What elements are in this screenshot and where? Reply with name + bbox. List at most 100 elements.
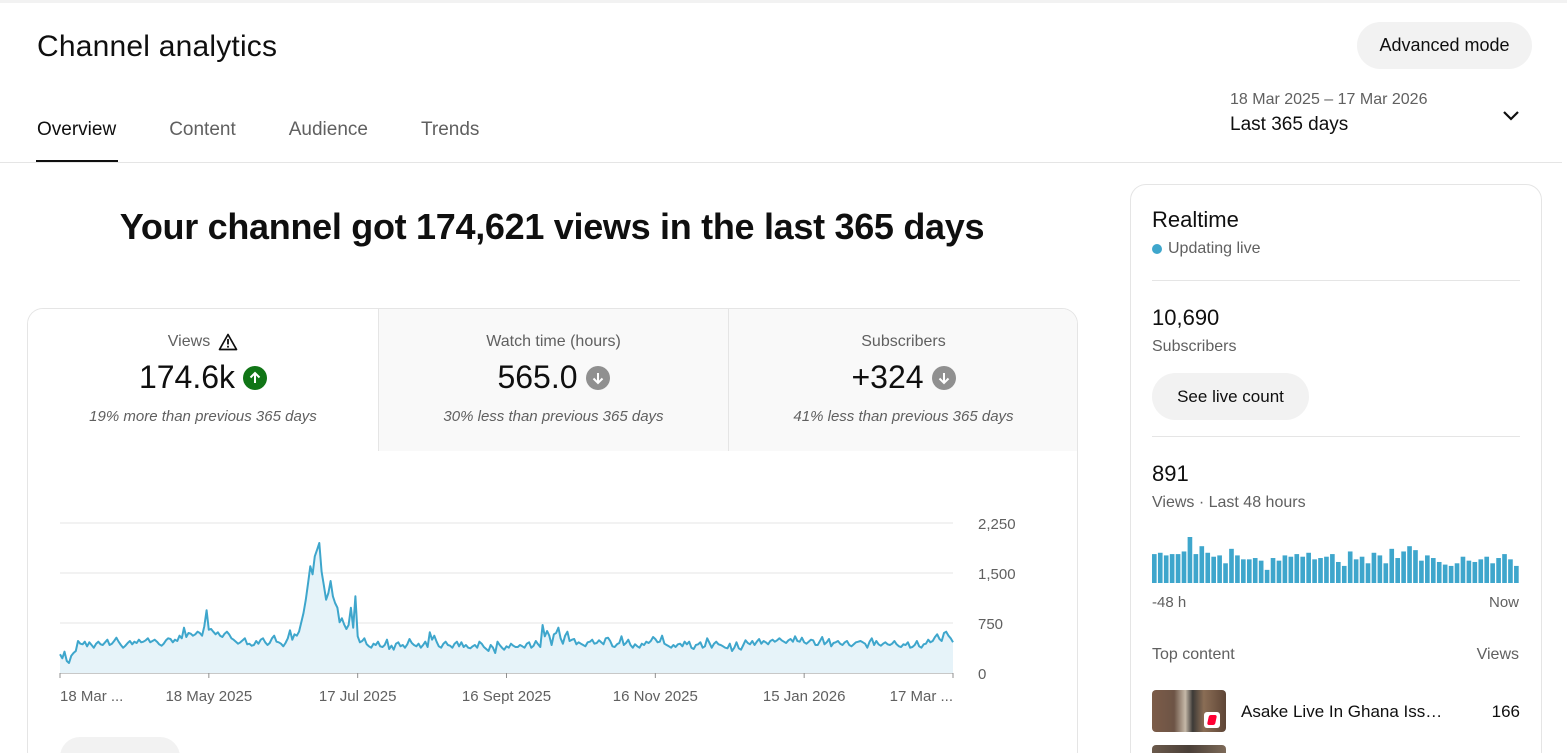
x-tick-label: 16 Nov 2025 [613, 688, 698, 705]
realtime-bar [1264, 569, 1270, 583]
realtime-bar [1187, 537, 1193, 583]
live-dot-icon [1152, 244, 1162, 254]
realtime-bar [1365, 563, 1371, 583]
top-content-heading: Top content [1152, 646, 1235, 663]
realtime-bar [1169, 554, 1175, 583]
top-content-row[interactable]: Asake Live In Ghana Issa Goal | Asake Co… [1152, 690, 1520, 734]
tab-overview[interactable]: Overview [35, 108, 119, 162]
realtime-bar [1401, 551, 1406, 583]
realtime-bar [1395, 558, 1400, 583]
realtime-bar [1211, 556, 1216, 583]
video-thumbnail [1152, 690, 1226, 732]
realtime-bar [1336, 561, 1341, 583]
views-line-chart[interactable]: 0 750 1,500 2,250 18 Mar ... 18 May 2025 17 Ju… [28, 451, 1077, 731]
y-tick-label: 0 [978, 666, 986, 683]
realtime-bar [1181, 551, 1187, 583]
series-line [59, 542, 954, 664]
realtime-bar [1484, 556, 1490, 583]
realtime-bar [1496, 558, 1501, 583]
metric-label: Views [167, 333, 211, 350]
series-area [60, 543, 953, 673]
page-title: Channel analytics [37, 30, 278, 63]
metric-watch-time-tab[interactable]: Watch time (hours) 565.0 30% less than p… [378, 309, 728, 451]
metric-comparison: 19% more than previous 365 days [89, 408, 317, 425]
realtime-bar [1252, 558, 1258, 583]
see-more-button[interactable] [60, 737, 180, 753]
realtime-bar [1193, 554, 1199, 583]
realtime-views-count: 891 [1152, 461, 1189, 486]
realtime-bar [1223, 563, 1228, 583]
realtime-bar-chart[interactable] [1152, 531, 1520, 583]
chevron-down-icon[interactable] [1499, 106, 1523, 126]
video-views: 166 [1491, 702, 1520, 721]
realtime-bar [1359, 556, 1365, 583]
realtime-bar [1442, 564, 1448, 583]
warning-icon[interactable] [218, 333, 238, 351]
metric-comparison: 30% less than previous 365 days [443, 408, 664, 425]
realtime-bar [1347, 551, 1353, 583]
tab-trends[interactable]: Trends [420, 119, 480, 140]
metric-label: Subscribers [861, 333, 946, 350]
metric-subscribers-tab[interactable]: Subscribers +324 41% less than previous … [728, 309, 1077, 451]
y-tick-label: 2,250 [978, 516, 1016, 533]
live-status-text: Updating live [1168, 240, 1261, 257]
realtime-bar [1454, 563, 1460, 583]
subscriber-count: 10,690 [1152, 305, 1220, 330]
realtime-bar [1436, 561, 1442, 583]
realtime-bar [1324, 556, 1329, 583]
x-tick-label: 18 May 2025 [165, 688, 252, 705]
realtime-bar [1407, 546, 1412, 583]
x-tick-label: 15 Jan 2026 [763, 688, 846, 705]
realtime-bar [1229, 548, 1234, 583]
realtime-bar [1312, 559, 1317, 583]
realtime-bar [1235, 555, 1240, 583]
x-tick-label: 16 Sept 2025 [462, 688, 551, 705]
metric-views-tab[interactable]: Views 174.6k 19% more than previous 365 … [28, 309, 378, 451]
realtime-bar [1330, 554, 1335, 583]
realtime-bar [1514, 565, 1519, 583]
x-tick-label: 17 Jul 2025 [319, 688, 397, 705]
realtime-bar [1371, 552, 1377, 583]
realtime-bar [1282, 555, 1288, 583]
realtime-card: Realtime Updating live 10,690 Subscriber… [1130, 184, 1542, 753]
see-live-count-button[interactable]: See live count [1152, 373, 1309, 420]
tab-audience[interactable]: Audience [288, 119, 368, 140]
divider [1152, 280, 1520, 281]
realtime-bar [1246, 559, 1252, 583]
realtime-bar [1353, 559, 1359, 583]
video-title: Asake Live In Ghana Issa Goal | Asake Co… [1241, 702, 1451, 721]
realtime-bar [1199, 546, 1205, 583]
realtime-bar [1448, 565, 1454, 583]
metrics-chart-card: Views 174.6k 19% more than previous 365 … [27, 308, 1078, 753]
bars-end-label: Now [1488, 594, 1519, 611]
divider [1152, 436, 1520, 437]
y-tick-label: 750 [978, 616, 1003, 633]
realtime-bar [1419, 560, 1424, 583]
video-thumbnail [1152, 745, 1226, 753]
realtime-bar [1270, 558, 1276, 583]
realtime-bar [1466, 560, 1472, 583]
metric-value: 565.0 [497, 359, 578, 395]
advanced-mode-button[interactable]: Advanced mode [1357, 22, 1532, 69]
shorts-icon [1204, 712, 1220, 728]
realtime-title: Realtime [1152, 207, 1239, 232]
tab-content[interactable]: Content [169, 119, 236, 140]
x-tick-label: 17 Mar ... [890, 688, 953, 705]
realtime-bar [1478, 559, 1484, 583]
realtime-bar [1472, 561, 1478, 583]
metric-value: 174.6k [138, 359, 236, 395]
arrow-down-icon [585, 365, 610, 390]
date-range-label[interactable]: Last 365 days [1230, 114, 1349, 135]
realtime-bar [1175, 554, 1181, 583]
live-status: Updating live [1152, 240, 1261, 258]
date-range-dates[interactable]: 18 Mar 2025 – 17 Mar 2026 [1230, 91, 1428, 108]
realtime-bar [1306, 552, 1311, 583]
realtime-bar [1157, 552, 1163, 583]
realtime-bar [1460, 556, 1466, 583]
y-tick-label: 1,500 [978, 566, 1016, 583]
realtime-bar [1258, 560, 1264, 583]
realtime-bar [1377, 555, 1383, 583]
top-border [0, 0, 1567, 3]
x-tick-label: 18 Mar ... [60, 688, 123, 705]
realtime-bar [1502, 554, 1507, 583]
